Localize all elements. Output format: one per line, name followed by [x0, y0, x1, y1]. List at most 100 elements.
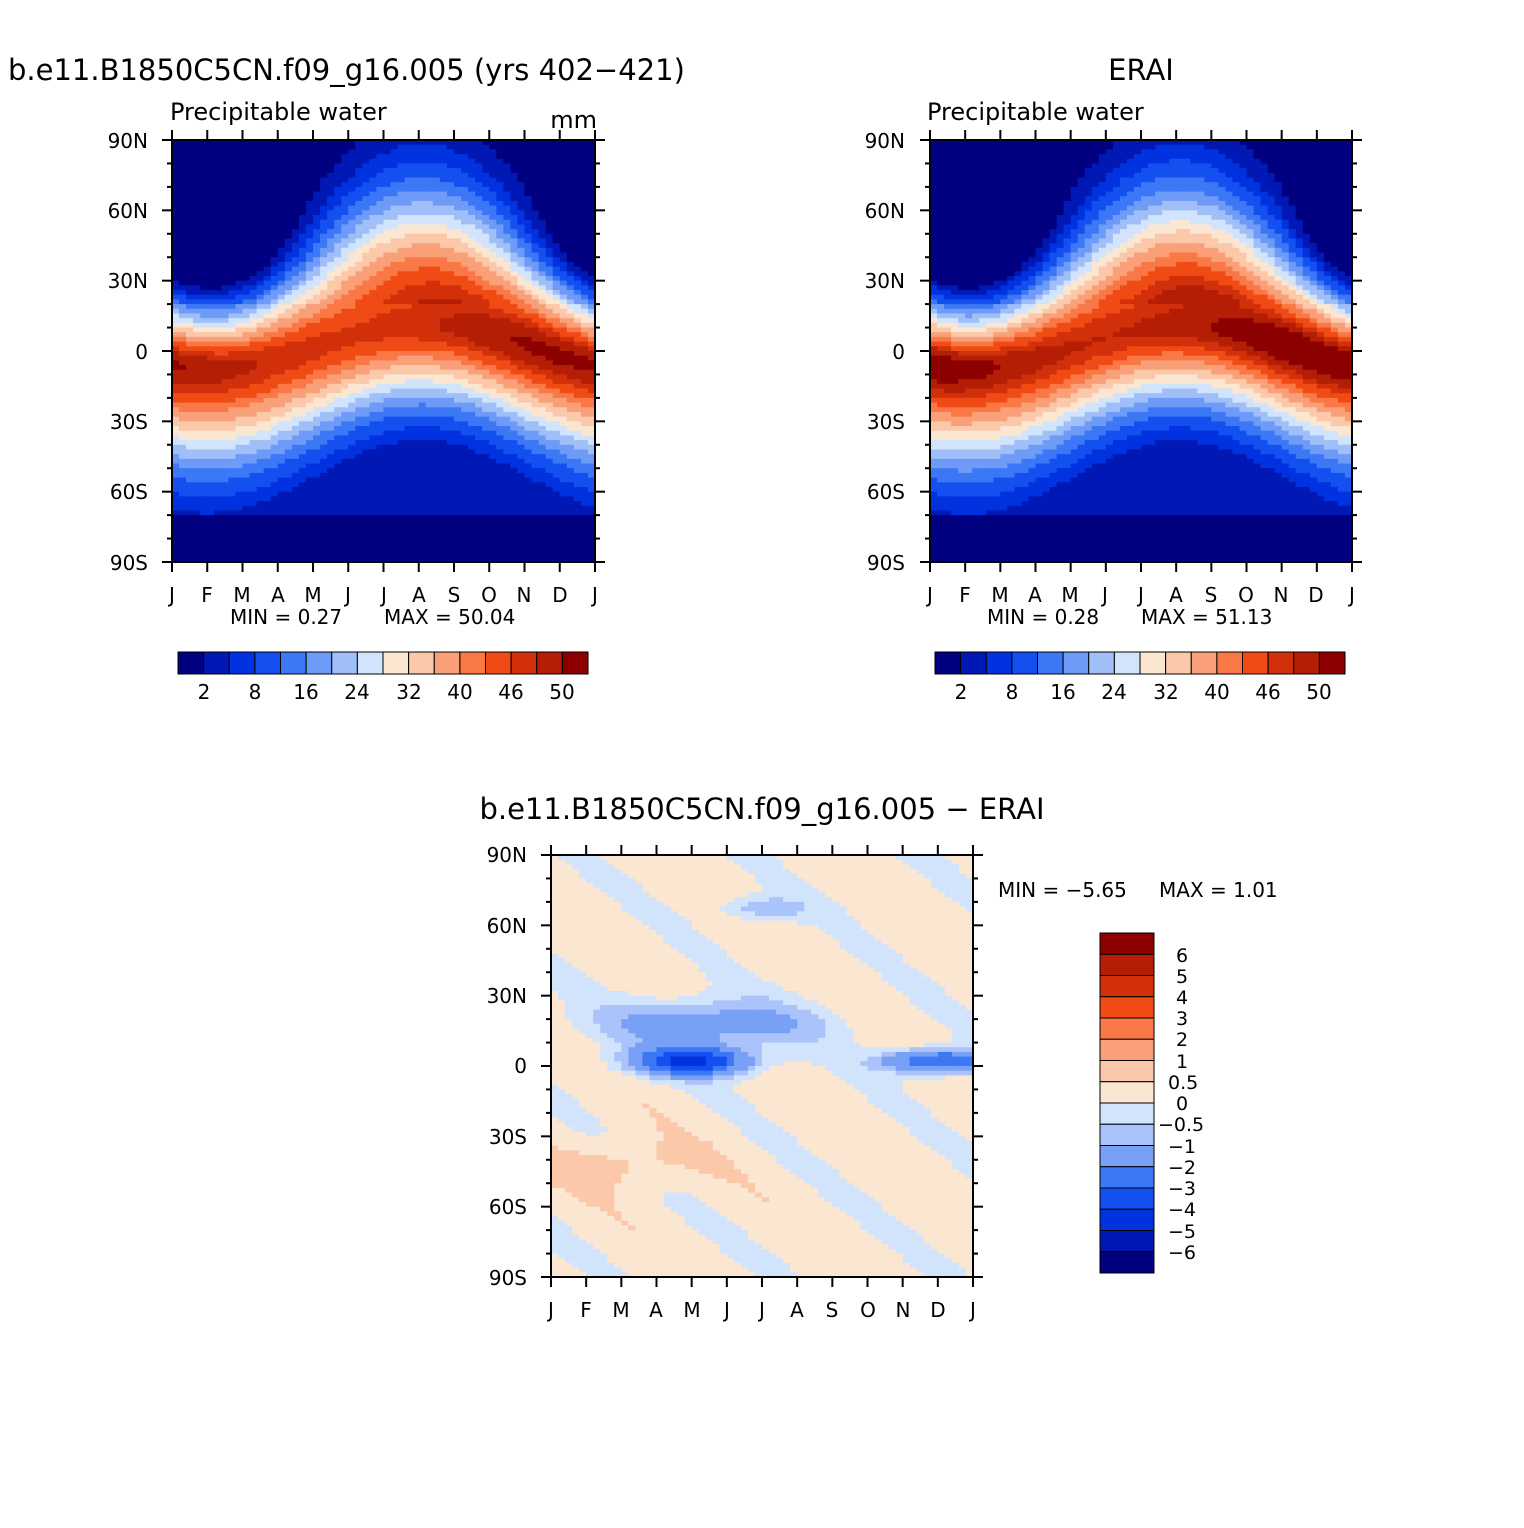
field-cell — [475, 444, 483, 451]
field-cell — [454, 233, 462, 240]
field-cell — [587, 332, 596, 338]
field-cell — [524, 524, 533, 530]
field-cell — [298, 313, 307, 319]
field-cell — [256, 402, 265, 408]
field-cell — [531, 299, 540, 305]
field-cell — [432, 313, 441, 319]
field-cell — [580, 252, 589, 258]
field-cell — [404, 168, 413, 174]
field-cell — [256, 294, 265, 301]
field-cell — [418, 186, 427, 193]
field-cell — [186, 219, 194, 225]
field-cell — [475, 219, 483, 225]
field-cell — [531, 501, 540, 507]
field-cell — [432, 205, 441, 211]
field-cell — [468, 313, 476, 319]
field-cell — [552, 200, 561, 207]
field-cell — [545, 294, 554, 301]
field-cell — [390, 275, 399, 282]
field-cell — [291, 510, 300, 516]
field-cell — [291, 449, 300, 455]
field-cell — [432, 360, 441, 366]
field-cell — [369, 233, 378, 240]
field-cell — [298, 299, 307, 305]
field-cell — [425, 243, 434, 249]
field-cell — [482, 402, 490, 408]
field-cell — [341, 238, 349, 244]
field-cell — [580, 140, 589, 146]
field-cell — [517, 369, 526, 376]
field-cell — [305, 463, 314, 469]
field-cell — [179, 205, 187, 211]
field-cell — [256, 524, 265, 530]
field-cell — [531, 200, 540, 207]
field-cell — [320, 238, 328, 244]
field-cell — [503, 336, 511, 343]
field-cell — [320, 515, 328, 521]
field-cell — [580, 496, 589, 502]
field-cell — [313, 482, 321, 488]
field-cell — [298, 369, 307, 376]
field-cell — [362, 308, 370, 315]
field-cell — [320, 144, 328, 150]
field-cell — [291, 285, 300, 291]
field-cell — [242, 449, 251, 455]
field-cell — [214, 430, 222, 436]
field-cell — [214, 369, 222, 376]
field-cell — [517, 280, 526, 286]
field-cell — [376, 318, 385, 324]
field-cell — [446, 341, 455, 347]
field-cell — [587, 191, 596, 197]
field-cell — [186, 177, 194, 183]
field-cell — [545, 346, 554, 352]
field-cell — [517, 463, 526, 469]
field-cell — [489, 280, 497, 286]
field-cell — [341, 482, 349, 488]
field-cell — [383, 524, 392, 530]
field-cell — [425, 491, 434, 497]
field-cell — [263, 505, 272, 512]
field-cell — [263, 369, 272, 376]
field-cell — [179, 501, 187, 507]
field-cell — [580, 332, 589, 338]
field-cell — [214, 336, 222, 343]
field-cell — [186, 172, 194, 179]
field-cell — [186, 374, 194, 380]
field-cell — [228, 379, 237, 385]
field-cell — [404, 271, 413, 277]
field-cell — [200, 215, 208, 221]
field-cell — [475, 308, 483, 315]
field-cell — [446, 243, 455, 249]
field-cell — [186, 257, 194, 263]
field-cell — [475, 365, 483, 371]
field-cell — [404, 280, 413, 286]
field-cell — [277, 402, 286, 408]
field-cell — [580, 210, 589, 216]
field-cell — [573, 168, 582, 174]
field-cell — [172, 266, 180, 272]
field-cell — [545, 177, 554, 183]
field-cell — [362, 144, 370, 150]
field-cell — [186, 191, 194, 197]
field-cell — [179, 444, 187, 451]
field-cell — [193, 219, 201, 225]
field-cell — [228, 290, 237, 296]
field-cell — [439, 158, 448, 165]
field-cell — [334, 280, 342, 286]
field-cell — [587, 163, 596, 169]
field-cell — [172, 177, 180, 183]
field-cell — [496, 468, 504, 474]
field-cell — [355, 501, 363, 507]
field-cell — [383, 336, 392, 343]
field-cell — [587, 280, 596, 286]
field-cell — [566, 238, 575, 244]
field-cell — [475, 524, 483, 530]
field-cell — [277, 238, 286, 244]
field-cell — [404, 205, 413, 211]
field-cell — [355, 402, 363, 408]
field-cell — [425, 407, 434, 413]
field-cell — [475, 205, 483, 211]
field-cell — [193, 304, 201, 310]
field-cell — [376, 304, 385, 310]
field-cell — [411, 369, 420, 376]
